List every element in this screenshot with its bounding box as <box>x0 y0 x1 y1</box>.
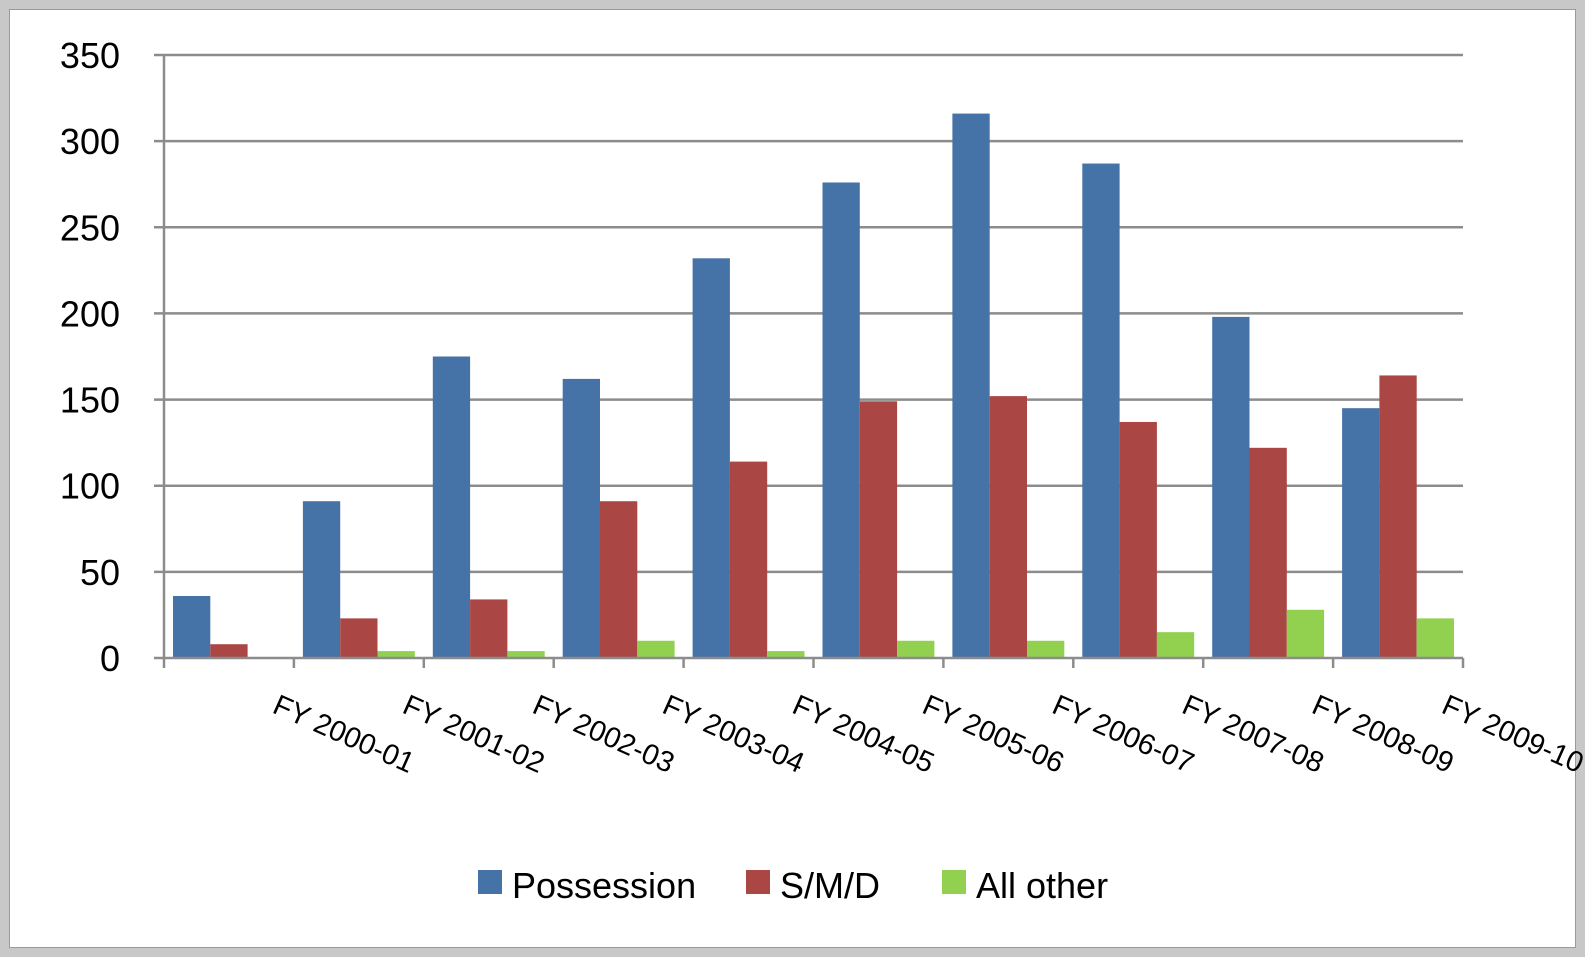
category-label: FY 2008-09 <box>1307 689 1458 780</box>
legend-label: S/M/D <box>780 865 880 906</box>
legend-label: All other <box>976 865 1108 906</box>
y-tick-label: 150 <box>60 380 120 421</box>
bar-all-other <box>1416 618 1454 658</box>
bar-s-m-d <box>210 644 248 658</box>
y-tick-label: 350 <box>60 35 120 76</box>
y-axis-tick-labels: 0 50 100 150 200 250 300 350 <box>60 35 120 679</box>
bar-possession <box>1082 163 1120 659</box>
bar-possession <box>302 501 341 658</box>
y-tick-label: 100 <box>60 466 120 507</box>
bar-s-m-d <box>340 618 378 658</box>
bar-all-other <box>1027 640 1065 658</box>
bar-all-other <box>897 640 935 658</box>
bar-all-other <box>1156 632 1195 658</box>
y-tick-label: 0 <box>100 638 120 679</box>
category-label: FY 2001-02 <box>398 689 549 780</box>
bar-possession <box>1212 316 1250 658</box>
bar-all-other <box>767 651 805 658</box>
category-label: FY 2002-03 <box>528 689 679 780</box>
legend-swatch <box>478 870 502 894</box>
y-tick-label: 250 <box>60 207 120 248</box>
bar-s-m-d <box>1379 375 1417 658</box>
bar-s-m-d <box>1119 421 1157 658</box>
category-label: FY 2006-07 <box>1048 689 1199 780</box>
bar-all-other <box>377 651 415 658</box>
bar-possession <box>692 258 730 658</box>
category-label: FY 2004-05 <box>788 689 939 780</box>
chart-frame <box>10 10 1575 947</box>
bar-possession <box>562 378 600 658</box>
category-label: FY 2000-01 <box>268 689 419 780</box>
bar-all-other <box>1286 609 1325 658</box>
bar-possession <box>1342 408 1380 658</box>
x-axis <box>154 55 1465 668</box>
bar-possession <box>822 182 860 658</box>
bar-s-m-d <box>989 396 1027 658</box>
y-tick-label: 200 <box>60 293 120 334</box>
gridlines <box>154 53 1463 574</box>
bar-s-m-d <box>859 401 898 658</box>
bar-s-m-d <box>600 501 638 658</box>
category-label: FY 2009-10 <box>1437 689 1585 780</box>
bar-s-m-d <box>1249 447 1287 658</box>
legend-swatch <box>942 870 966 894</box>
bar-possession <box>432 356 471 658</box>
bars <box>173 113 1454 659</box>
bar-s-m-d <box>729 461 768 658</box>
bar-all-other <box>637 640 675 658</box>
bar-possession <box>173 595 211 658</box>
legend: Possession S/M/D All other <box>478 865 1108 906</box>
bar-s-m-d <box>470 599 508 658</box>
legend-swatch <box>746 870 770 894</box>
bar-all-other <box>507 651 545 658</box>
legend-label: Possession <box>512 865 696 906</box>
category-label: FY 2005-06 <box>918 689 1069 780</box>
category-label: FY 2003-04 <box>658 689 809 780</box>
y-tick-label: 50 <box>80 552 120 593</box>
category-label: FY 2007-08 <box>1177 689 1328 780</box>
bar-possession <box>952 113 990 658</box>
y-tick-label: 300 <box>60 121 120 162</box>
